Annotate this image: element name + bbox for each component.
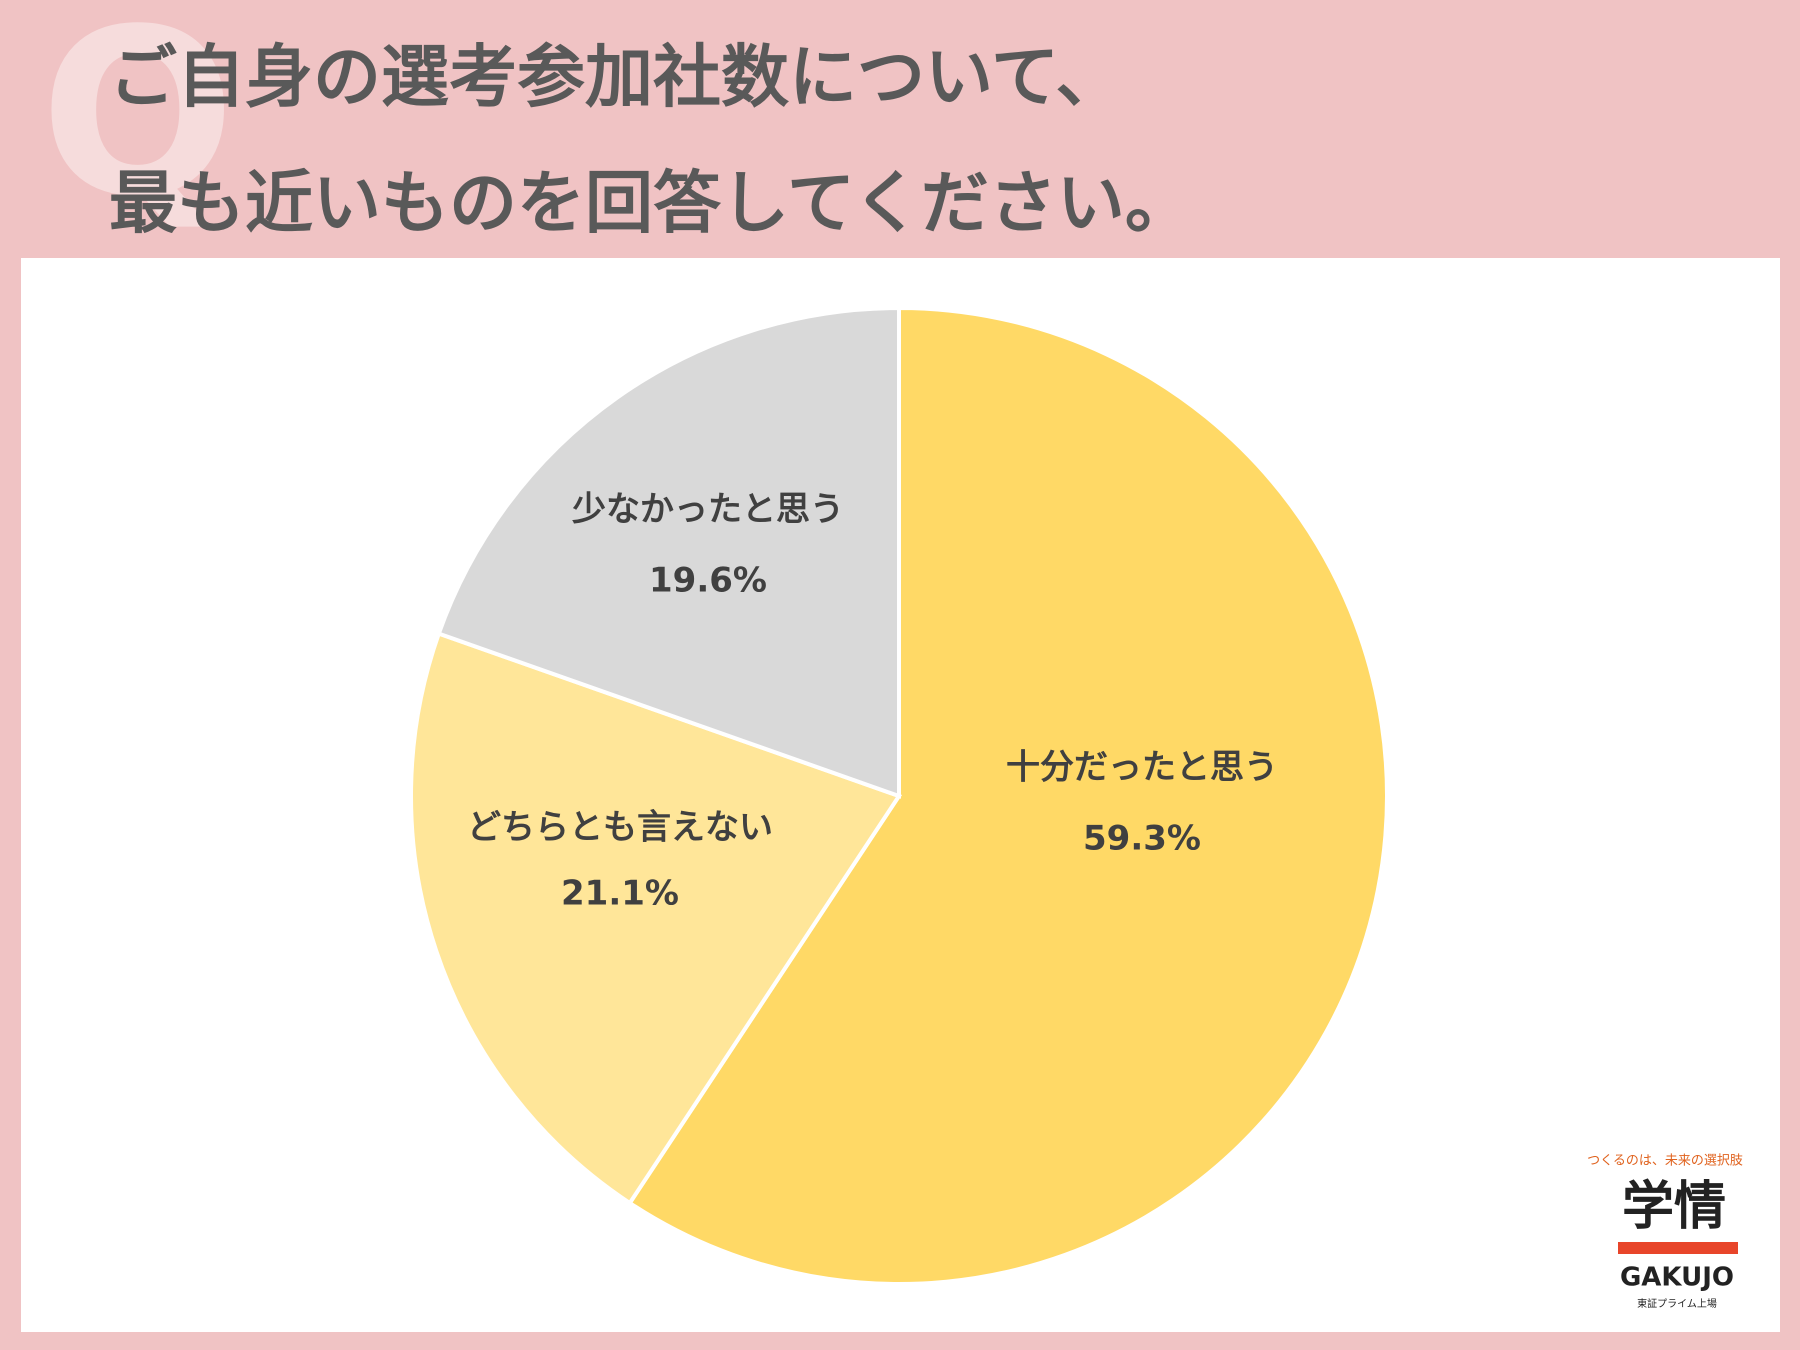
- pie-slice: [436, 305, 901, 799]
- badge: Q: [40, 0, 236, 248]
- pie: 十分だったと思う 59.3% どちらとも言えない 21.1% 少なかったと思う 19.6%: [409, 305, 1389, 1286]
- logo-tagline: つくるのは、未来の選択肢: [1587, 1153, 1743, 1169]
- pie-slice: [409, 631, 903, 1206]
- logo-bar: [1618, 1242, 1738, 1254]
- chart-title: 最も近いものを回答してください。: [109, 165, 1193, 244]
- pie-slice: [627, 305, 1389, 1286]
- logo-listing: 東証プライム上場: [1637, 1297, 1717, 1310]
- logo-roman: GAKUJO: [1620, 1263, 1734, 1293]
- logo: つくるのは、未来の選択肢 学情 GAKUJO 東証プライム上場: [1587, 1153, 1743, 1311]
- value-label: 21.1%: [561, 874, 679, 914]
- slice-label: 少なかったと思う: [572, 490, 844, 530]
- slice-label: どちらとも言えない: [467, 808, 773, 848]
- logo-name: 学情: [1622, 1177, 1726, 1237]
- value-label: 59.3%: [1083, 819, 1201, 859]
- value-label: 19.6%: [649, 561, 767, 601]
- slice-label: 十分だったと思う: [1006, 748, 1278, 788]
- chart-title: ご自身の選考参加社数について、: [109, 39, 1124, 118]
